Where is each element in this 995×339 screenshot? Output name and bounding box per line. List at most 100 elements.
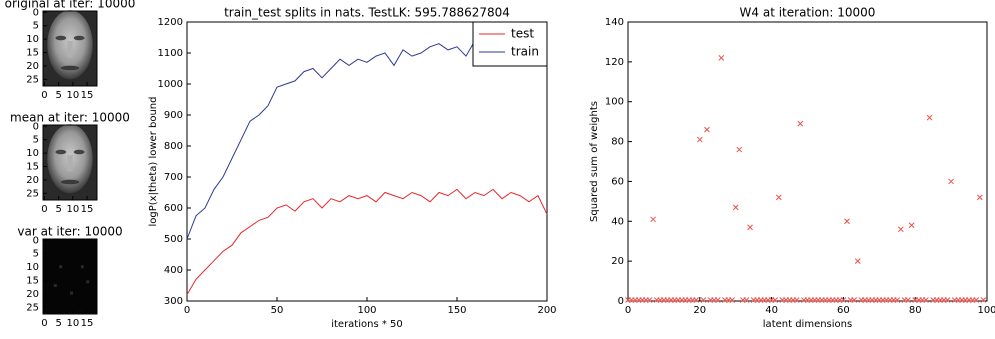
var-pixel <box>80 265 84 269</box>
scatter-point <box>894 297 901 303</box>
marker-stroke <box>844 218 850 225</box>
marker-stroke <box>926 114 933 121</box>
y-tick-label: 140 <box>605 17 624 28</box>
legend-box <box>472 21 548 67</box>
scatter-point <box>732 204 739 211</box>
marker-stroke <box>851 297 858 303</box>
scatter-point <box>948 178 954 185</box>
scatter-point <box>693 297 700 303</box>
x-axis-label: latent dimensions <box>763 319 852 330</box>
eye <box>55 35 67 41</box>
eye <box>73 35 85 41</box>
scatter-point <box>775 194 782 201</box>
marker-stroke <box>908 222 915 229</box>
y-tick-label: 1000 <box>158 79 183 90</box>
scatter-point <box>840 297 847 303</box>
marker-stroke <box>772 297 779 303</box>
y-tick-label: 10 <box>26 148 39 159</box>
marker-stroke <box>732 204 739 211</box>
scatter-point <box>897 226 904 233</box>
y-tick-label: 0 <box>33 7 39 18</box>
scatter-point <box>646 297 653 303</box>
y-tick-label: 15 <box>26 48 39 59</box>
x-tick-label: 15 <box>81 90 94 101</box>
marker-stroke <box>696 136 703 143</box>
marker-stroke <box>854 258 861 264</box>
scatter-point <box>797 120 804 127</box>
y-tick-label: 5 <box>33 21 39 32</box>
line-series <box>186 188 548 296</box>
marker-stroke <box>897 226 904 233</box>
axes-frame <box>42 238 98 315</box>
x-tick-label: 150 <box>447 305 466 316</box>
marker-stroke <box>840 297 847 303</box>
x-tick-label: 40 <box>765 305 778 316</box>
y-tick-label: 1200 <box>158 17 183 28</box>
marker-stroke <box>693 297 700 303</box>
scatter-point <box>851 297 858 303</box>
y-tick-label: 15 <box>26 276 39 287</box>
marker-stroke <box>976 194 983 201</box>
x-tick-label: 0 <box>625 305 631 316</box>
chart-title: W4 at iteration: 10000 <box>740 6 876 20</box>
y-tick-label: 15 <box>26 162 39 173</box>
x-axis-label: iterations * 50 <box>331 319 403 330</box>
scatter-point <box>926 114 933 121</box>
scatter-point <box>854 258 861 264</box>
x-tick-label: 10 <box>66 90 79 101</box>
scatter-point <box>905 297 911 303</box>
y-tick-label: 300 <box>164 296 183 307</box>
scatter-point <box>714 297 721 303</box>
nose <box>67 155 73 172</box>
mouth <box>60 65 80 71</box>
chart-title: train_test splits in nats. TestLK: 595.7… <box>224 6 510 20</box>
scatter-point <box>923 297 929 303</box>
marker-stroke <box>714 297 721 303</box>
y-tick-label: 25 <box>26 188 39 199</box>
scatter-point <box>772 297 779 303</box>
scatter-point <box>736 146 743 153</box>
marker-stroke <box>775 194 782 201</box>
legend-label: train <box>511 45 539 59</box>
y-tick-label: 10 <box>26 34 39 45</box>
scatter-point <box>718 55 725 61</box>
axes-frame <box>42 10 98 87</box>
x-tick-label: 20 <box>693 305 706 316</box>
var-pixel <box>59 265 63 269</box>
y-tick-label: 120 <box>605 57 624 68</box>
scatter-point <box>696 136 703 143</box>
marker-stroke <box>923 297 929 303</box>
y-tick-label: 0 <box>33 235 39 246</box>
x-tick-label: 60 <box>837 305 850 316</box>
x-tick-label: 15 <box>81 204 94 215</box>
y-tick-label: 5 <box>33 135 39 146</box>
y-tick-label: 100 <box>605 97 624 108</box>
x-tick-label: 0 <box>184 305 190 316</box>
marker-stroke <box>650 216 656 223</box>
y-tick-label: 40 <box>611 216 624 227</box>
subplot: W4 at iteration: 10000 0 20 40 60 80 100 0 20 40 6… <box>589 6 995 331</box>
chart-title: var at iter: 10000 <box>17 225 122 239</box>
marker-stroke <box>718 55 725 61</box>
y-tick-label: 600 <box>164 203 183 214</box>
y-tick-label: 400 <box>164 265 183 276</box>
scatter-point <box>650 216 656 223</box>
scatter-point <box>976 194 983 201</box>
marker-stroke <box>894 297 901 303</box>
y-tick-label: 800 <box>164 141 183 152</box>
scatter-point <box>747 224 753 231</box>
x-tick-label: 10 <box>66 204 79 215</box>
y-tick-label: 10 <box>26 262 39 273</box>
scatter-point <box>973 297 980 303</box>
x-tick-label: 15 <box>81 318 94 329</box>
y-tick-label: 20 <box>26 289 39 300</box>
x-tick-label: 80 <box>909 305 922 316</box>
marker-stroke <box>743 297 750 303</box>
y-tick-label: 25 <box>26 74 39 85</box>
mouth <box>60 179 80 185</box>
scatter-point <box>980 297 987 303</box>
marker-stroke <box>646 297 653 303</box>
marker-stroke <box>973 297 980 303</box>
